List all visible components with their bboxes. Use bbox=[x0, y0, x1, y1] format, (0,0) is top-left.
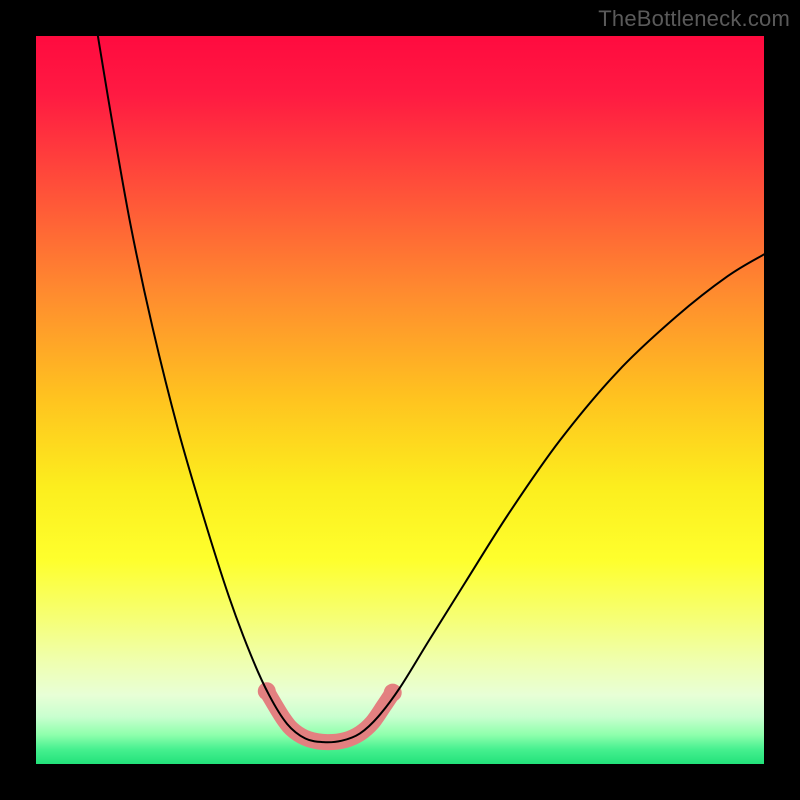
watermark-text: TheBottleneck.com bbox=[598, 6, 790, 32]
gradient-background bbox=[36, 36, 764, 764]
bottleneck-curve-chart bbox=[0, 0, 800, 800]
plot-area bbox=[36, 36, 764, 764]
